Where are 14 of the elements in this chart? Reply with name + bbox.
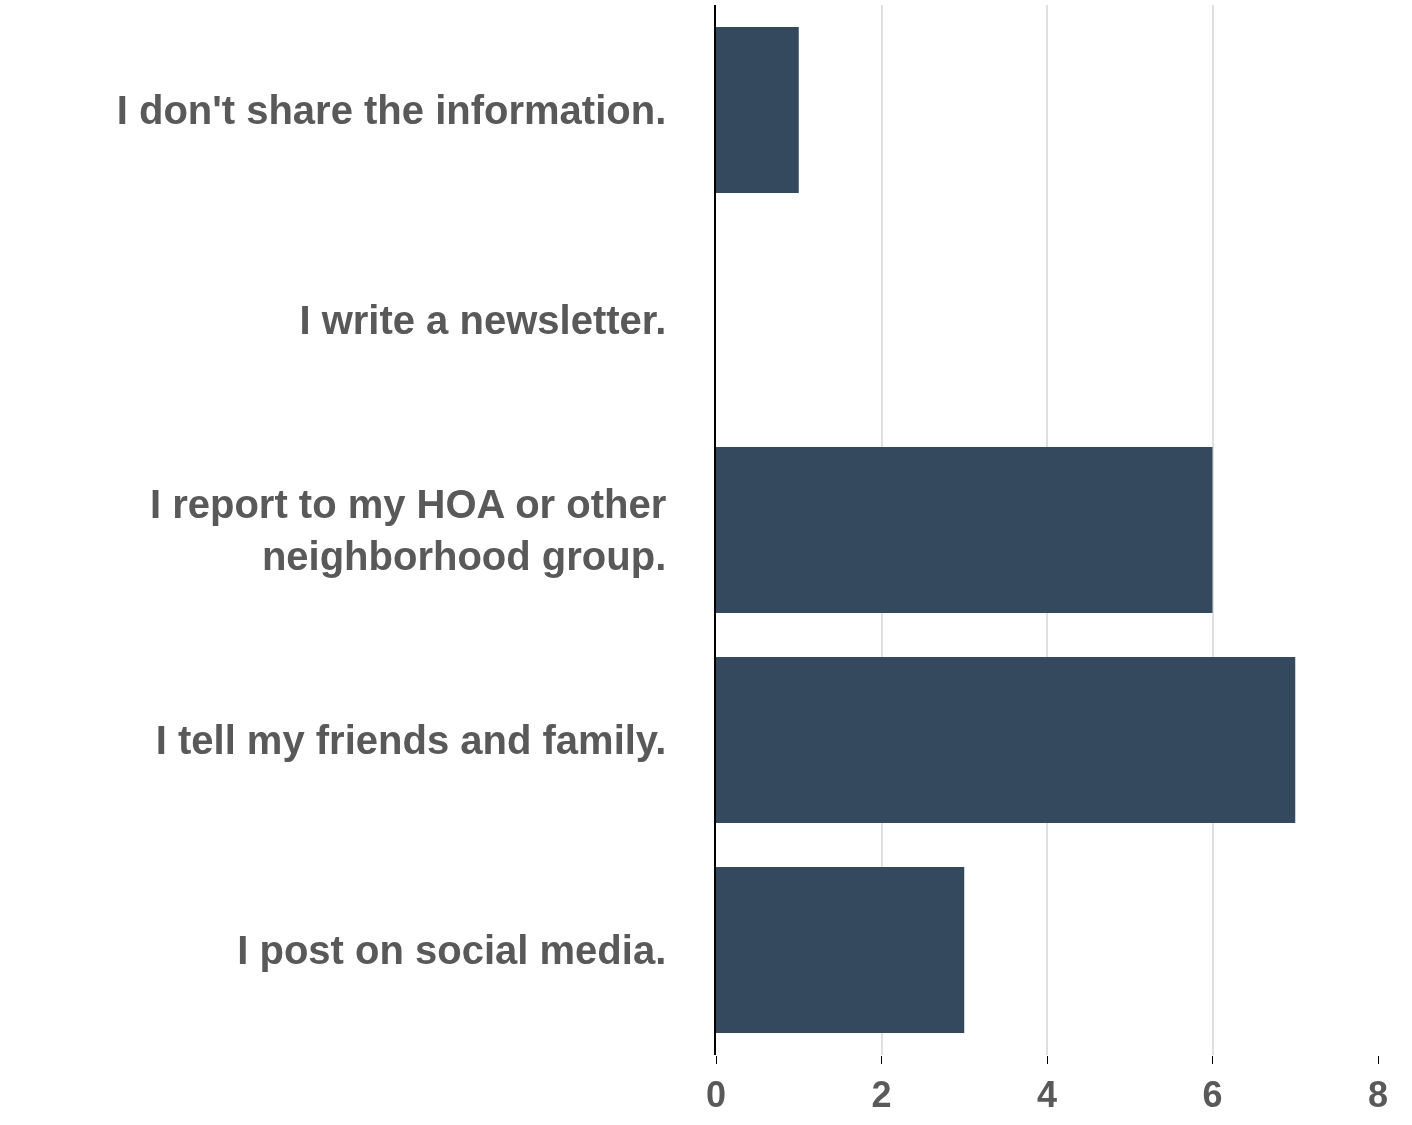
bar bbox=[716, 867, 965, 1033]
bar bbox=[716, 27, 799, 193]
y-tick-label: I post on social media. bbox=[237, 928, 667, 972]
y-tick-label: I tell my friends and family. bbox=[155, 718, 667, 762]
x-tick-label: 2 bbox=[871, 1074, 892, 1116]
bar bbox=[716, 447, 1213, 613]
x-tick-label: 0 bbox=[705, 1074, 727, 1116]
x-tick-label: 6 bbox=[1202, 1074, 1223, 1116]
y-tick-label: I write a newsletter. bbox=[299, 298, 667, 342]
x-tick-label: 4 bbox=[1036, 1074, 1058, 1116]
y-tick-label: I don't share the information. bbox=[116, 88, 667, 132]
x-tick-label: 8 bbox=[1367, 1074, 1389, 1116]
y-tick-label: I report to my HOA or other neighborhood group. bbox=[149, 482, 667, 578]
bar bbox=[716, 657, 1296, 823]
